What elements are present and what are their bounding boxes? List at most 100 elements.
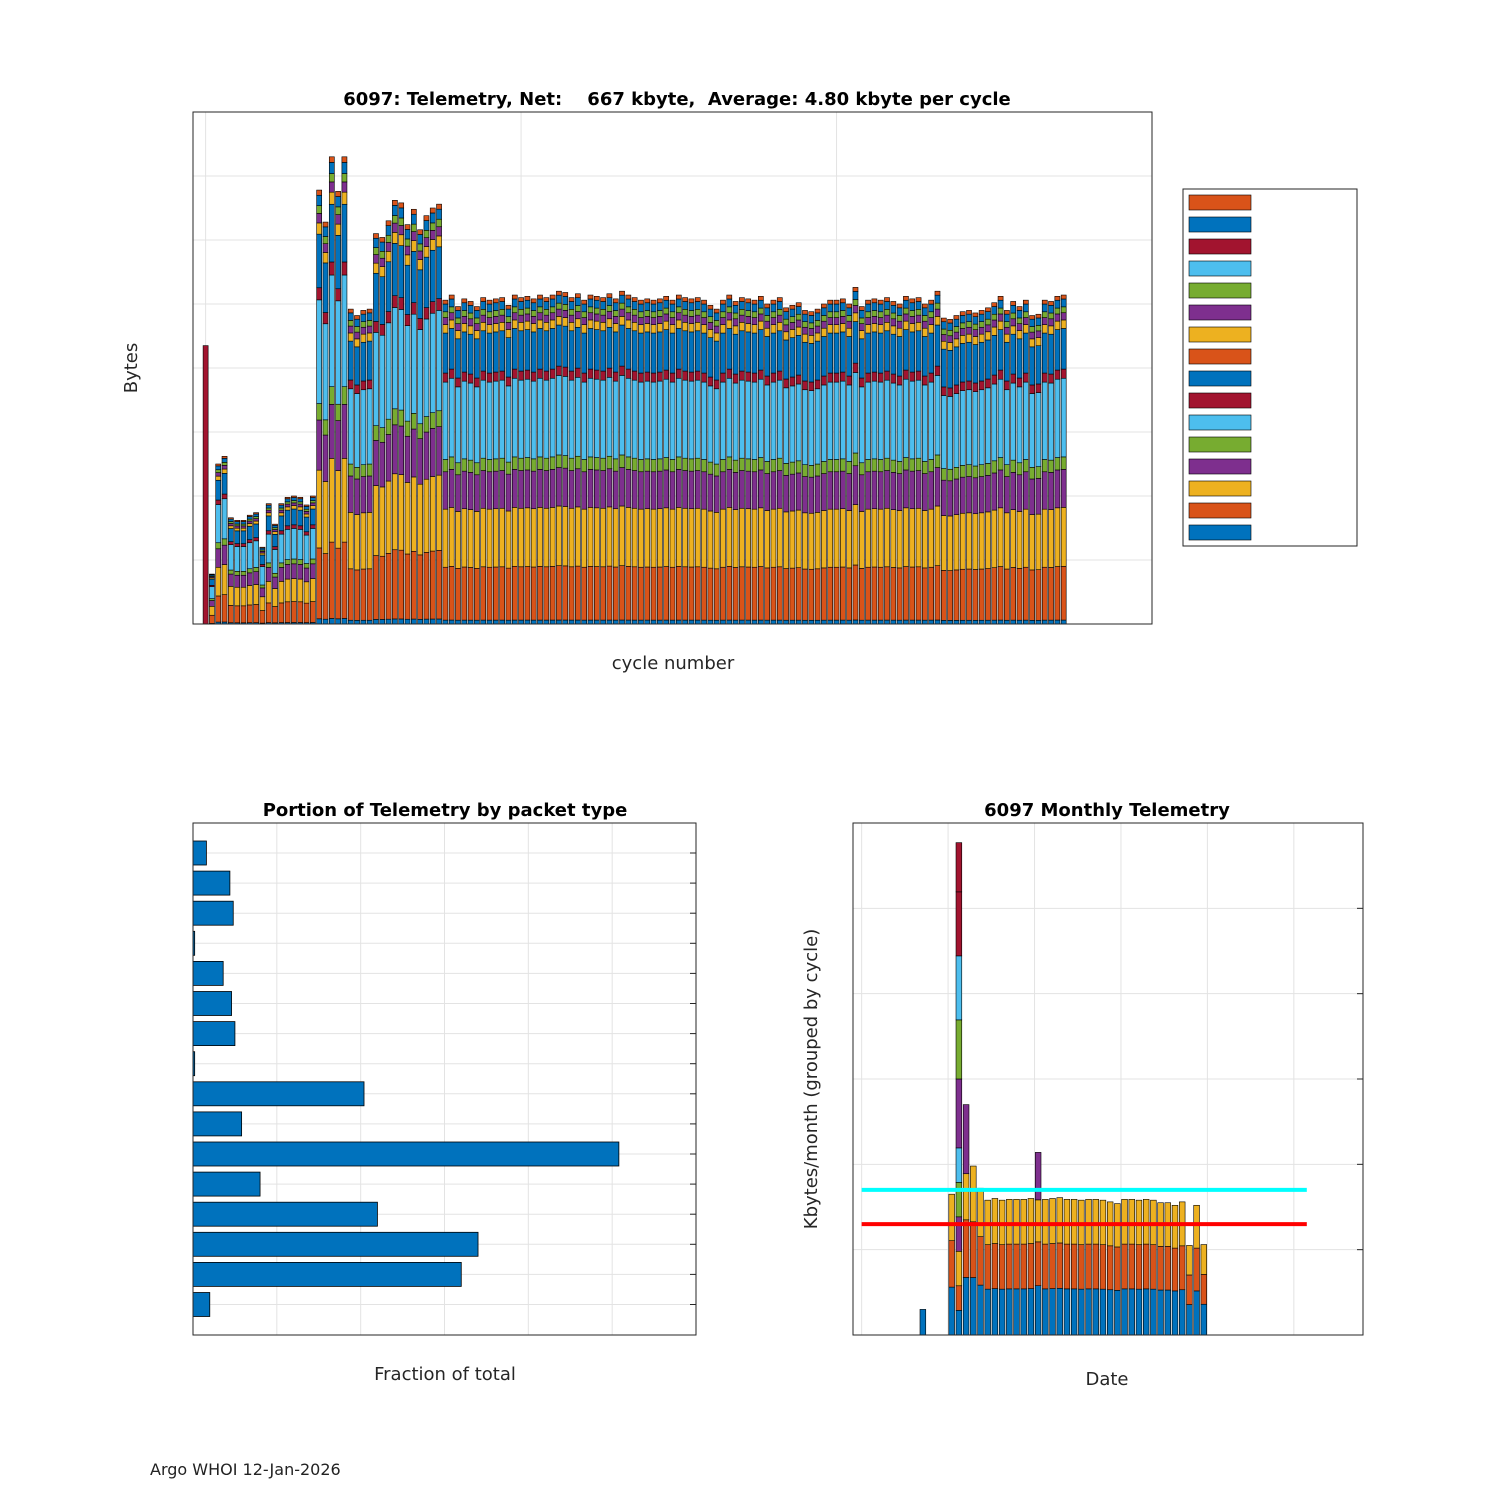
top-bar-segment xyxy=(410,476,417,552)
top-bar-segment xyxy=(297,498,304,503)
top-bar-segment xyxy=(291,500,297,504)
top-cycle-bar xyxy=(259,546,266,625)
top-bar-segment xyxy=(1035,569,1042,621)
top-bar-segment xyxy=(442,299,449,305)
top-bar-segment xyxy=(795,335,802,376)
top-bar-segment xyxy=(928,566,935,621)
top-bar-segment xyxy=(745,302,752,311)
top-bar-segment xyxy=(253,540,259,568)
top-cycle-bar xyxy=(631,297,638,625)
top-bar-segment xyxy=(265,515,272,532)
top-bar-segment xyxy=(934,302,941,310)
top-bar-segment xyxy=(423,478,430,553)
top-bar-segment xyxy=(764,473,770,511)
top-bar-segment xyxy=(739,297,745,302)
top-cycle-bar xyxy=(215,463,222,625)
monthly-bar-segment xyxy=(962,1173,970,1221)
monthly-bar-segment xyxy=(1092,1199,1099,1245)
top-bar-segment xyxy=(991,567,998,621)
top-bar-segment xyxy=(903,369,909,380)
top-bar-segment xyxy=(316,469,323,549)
monthly-bar xyxy=(1085,1199,1092,1336)
monthly-bar-segment xyxy=(991,1243,999,1289)
top-bar-segment xyxy=(877,299,884,305)
top-bar-segment xyxy=(612,458,619,472)
top-bar-segment xyxy=(1029,384,1035,394)
top-bar-segment xyxy=(549,298,556,308)
top-bar-segment xyxy=(556,290,562,296)
top-cycle-bar xyxy=(675,294,682,625)
top-bar-segment xyxy=(650,324,657,334)
top-bar-segment xyxy=(568,619,575,625)
top-bar-segment xyxy=(392,473,398,551)
top-bar-segment xyxy=(347,332,354,342)
top-bar-segment xyxy=(587,298,594,308)
top-bar-segment xyxy=(448,368,455,379)
top-bar-segment xyxy=(827,471,834,510)
top-bar-segment xyxy=(619,619,625,625)
top-cycle-bar xyxy=(530,298,537,625)
top-bar-segment xyxy=(650,299,657,305)
top-bar-segment xyxy=(915,309,922,316)
top-bar-segment xyxy=(486,381,493,460)
top-bar-segment xyxy=(808,568,815,621)
top-bar-segment xyxy=(884,566,890,621)
top-bar-segment xyxy=(1010,619,1017,625)
top-cycle-bar xyxy=(852,287,859,625)
top-bar-segment xyxy=(764,315,770,322)
top-bar-segment xyxy=(858,330,865,340)
top-bar-segment xyxy=(701,317,707,325)
top-bar-segment xyxy=(1035,345,1042,385)
top-bar-segment xyxy=(682,309,688,316)
top-bar-segment xyxy=(991,374,998,385)
top-cycle-bar xyxy=(202,345,209,625)
top-bar-segment xyxy=(1041,311,1048,318)
top-bar-segment xyxy=(568,297,575,302)
top-bar-segment xyxy=(335,206,341,215)
top-cycle-bar xyxy=(783,307,789,625)
top-bar-segment xyxy=(1016,377,1023,388)
top-bar-segment xyxy=(259,566,266,586)
top-bar-segment xyxy=(764,510,770,569)
top-bar-segment xyxy=(795,472,802,511)
top-bar-segment xyxy=(1041,459,1048,473)
top-bar-segment xyxy=(511,566,518,621)
top-bar-segment xyxy=(978,321,985,328)
top-bar-segment xyxy=(997,329,1004,371)
fraction-ticks xyxy=(690,852,696,1305)
top-bar-segment xyxy=(644,302,651,311)
top-bar-segment xyxy=(234,520,240,522)
top-cycle-bar xyxy=(272,523,278,625)
top-bar-segment xyxy=(423,431,430,480)
top-bar-segment xyxy=(978,389,985,466)
top-cycle-bar xyxy=(638,299,644,625)
top-cycle-bar xyxy=(429,207,436,625)
top-bar-segment xyxy=(808,381,815,391)
top-bar-segment xyxy=(915,370,922,381)
top-bar-segment xyxy=(278,512,285,517)
top-bar-segment xyxy=(720,619,726,625)
top-bar-segment xyxy=(575,506,581,567)
top-bar-segment xyxy=(966,464,972,477)
top-bar-segment xyxy=(272,549,278,574)
top-bar-segment xyxy=(297,503,304,508)
monthly-bar xyxy=(962,1104,970,1336)
top-bar-segment xyxy=(877,332,884,374)
top-bar-segment xyxy=(360,341,367,382)
top-bar-segment xyxy=(657,310,663,317)
legend-swatch xyxy=(1188,348,1252,365)
top-bar-segment xyxy=(253,518,259,522)
top-bar-segment xyxy=(745,310,752,317)
monthly-bar-segment xyxy=(1106,1245,1114,1291)
top-bar-segment xyxy=(884,470,890,509)
top-bar-segment xyxy=(827,332,834,374)
fraction-bar xyxy=(192,1141,620,1167)
monthly-bar-segment xyxy=(1042,1199,1049,1245)
top-bar-segment xyxy=(922,567,928,621)
top-chart-ylabel: Bytes xyxy=(121,343,142,394)
top-bar-segment xyxy=(675,619,682,625)
monthly-bar-segment xyxy=(1128,1199,1135,1245)
top-bar-segment xyxy=(865,324,871,334)
top-bar-segment xyxy=(360,389,367,466)
top-bar-segment xyxy=(575,311,581,320)
